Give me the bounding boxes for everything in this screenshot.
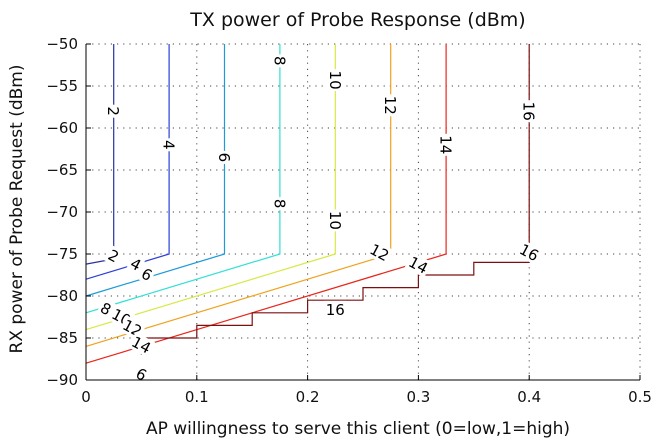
contour-line-6	[85, 44, 226, 297]
x-tick-label: 0.1	[185, 388, 209, 406]
contour-label-background	[365, 239, 394, 265]
contour-label-text: 14	[437, 135, 455, 154]
contour-label-background	[326, 69, 344, 92]
contour-label-background	[216, 150, 233, 164]
x-tick-label: 0.4	[517, 388, 541, 406]
contour-label-background	[127, 332, 156, 358]
y-axis-label: RX power of Probe Request (dBm)	[7, 65, 27, 354]
x-axis-label: AP willingness to serve this client (0=l…	[146, 419, 570, 439]
contour-label-background	[437, 133, 455, 156]
contour-label-text: 14	[406, 253, 431, 278]
contour-label-text: 6	[215, 153, 233, 163]
contour-label-text: 16	[326, 301, 345, 319]
contour-line-16	[140, 44, 530, 355]
chart-title: TX power of Probe Response (dBm)	[189, 9, 525, 31]
contour-label-8: 8	[270, 197, 289, 211]
contour-label-background	[326, 209, 344, 232]
contour-label-background	[520, 100, 538, 123]
contour-label-background	[131, 363, 152, 385]
contour-label-background	[324, 300, 347, 318]
x-tick-label: 0.3	[406, 388, 430, 406]
contour-line-4	[85, 44, 170, 280]
contour-label-background	[160, 138, 178, 152]
contour-label-text: 8	[270, 56, 288, 66]
contour-label-text: 10	[326, 71, 344, 90]
contour-lines	[85, 44, 530, 364]
x-tick-label: 0.5	[628, 388, 652, 406]
contour-label-4: 4	[160, 138, 178, 152]
x-tick-label: 0.2	[296, 388, 320, 406]
y-tick-label: −50	[46, 35, 78, 53]
contour-label-text: 16	[520, 102, 538, 121]
contour-line-2	[85, 44, 115, 265]
contour-label-6: 6	[131, 363, 152, 385]
contour-label-background	[105, 104, 123, 118]
contour-label-background	[271, 54, 289, 68]
contour-label-10: 10	[326, 69, 344, 92]
y-tick-label: −70	[46, 203, 78, 221]
contour-label-8: 8	[96, 298, 116, 320]
y-tick-label: −60	[46, 119, 78, 137]
contour-label-text: 2	[104, 106, 122, 116]
y-tick-label: −80	[46, 287, 78, 305]
contour-label-2: 2	[104, 104, 123, 118]
contour-label-background	[271, 197, 289, 211]
contour-label-text: 12	[381, 96, 399, 115]
y-tick-label: −65	[46, 161, 78, 179]
y-tick-label: −90	[46, 371, 78, 389]
contour-label-8: 8	[270, 54, 289, 68]
contour-label-text: 4	[160, 140, 178, 150]
contour-label-14: 14	[437, 133, 455, 156]
y-tick-label: −75	[46, 245, 78, 263]
contour-label-text: 12	[367, 240, 392, 265]
contour-label-12: 12	[365, 239, 394, 265]
contour-label-background	[382, 94, 400, 117]
contour-label-6: 6	[137, 263, 157, 285]
y-tick-label: −55	[46, 77, 78, 95]
contour-label-16: 16	[324, 300, 347, 319]
contour-label-2: 2	[103, 245, 124, 267]
x-tick-label: 0	[81, 388, 91, 406]
contour-label-6: 6	[215, 150, 233, 164]
contour-label-background	[103, 245, 124, 267]
contour-label-background	[126, 253, 146, 275]
contour-label-background	[137, 263, 157, 285]
x-axis-ticks: 0 0.1 0.2 0.3 0.4 0.5	[81, 375, 652, 406]
contour-label-10: 10	[326, 209, 344, 232]
contour-label-background	[515, 239, 543, 265]
contour-label-text: 10	[326, 211, 344, 230]
contour-label-4: 4	[126, 253, 146, 275]
contour-label-12: 12	[381, 94, 400, 117]
contour-label-text: 16	[516, 240, 541, 265]
y-axis-ticks: −50 −55 −60 −65 −70 −75 −80 −85 −90	[46, 35, 91, 389]
contour-label-background	[96, 298, 116, 320]
y-tick-label: −85	[46, 329, 78, 347]
contour-line-8	[85, 44, 281, 314]
contour-label-background	[404, 252, 433, 278]
contour-label-16: 16	[520, 100, 538, 123]
contour-label-text: 8	[270, 199, 288, 209]
contour-line-14	[85, 44, 447, 364]
contour-line-10	[85, 44, 336, 331]
